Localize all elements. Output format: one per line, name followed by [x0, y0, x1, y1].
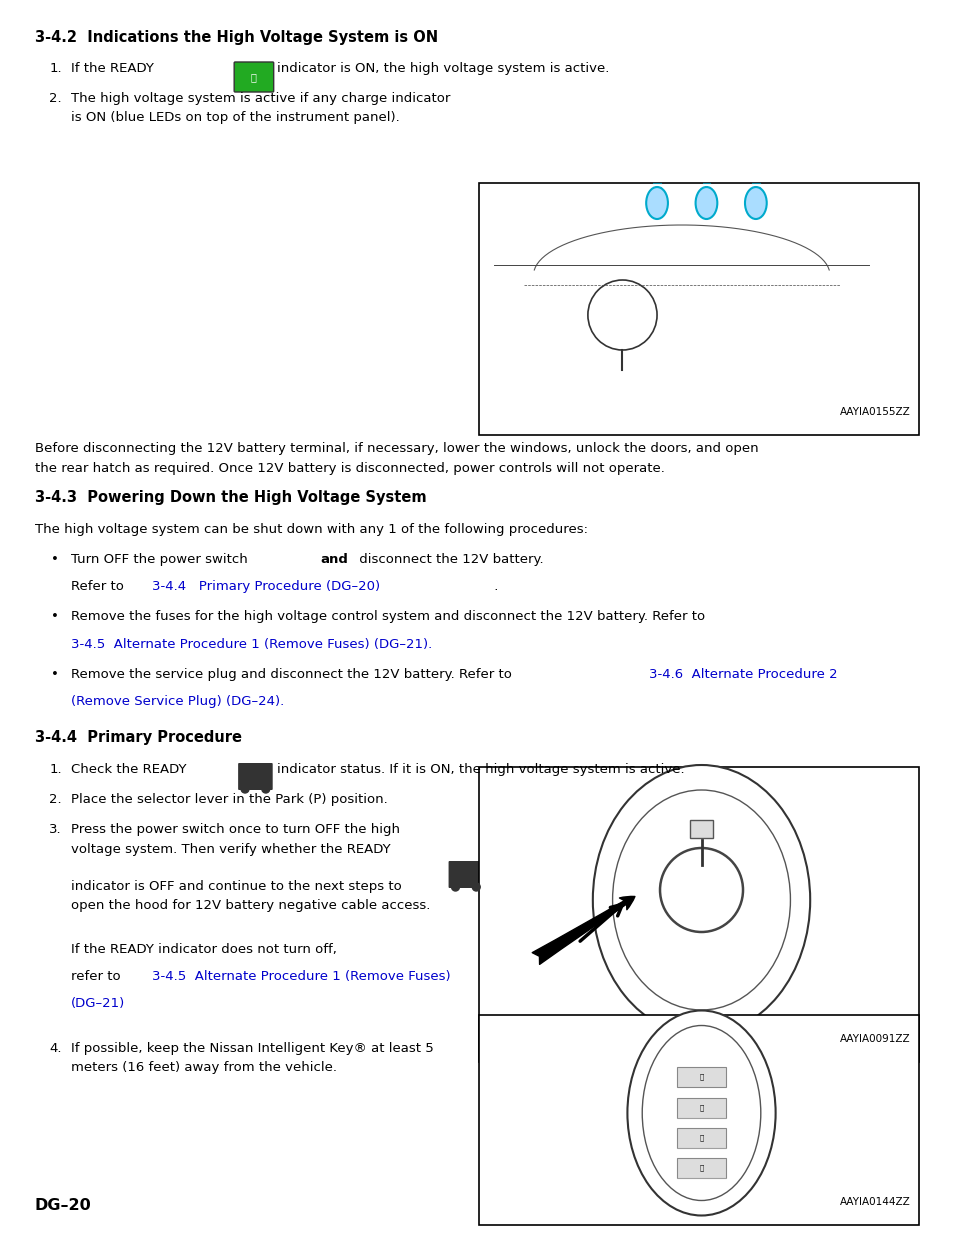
Text: 2.: 2. [50, 793, 62, 806]
Text: indicator status. If it is ON, the high voltage system is active.: indicator status. If it is ON, the high … [276, 763, 683, 776]
Text: .: . [490, 580, 497, 593]
Text: 3-4.4   Primary Procedure (DG–20): 3-4.4 Primary Procedure (DG–20) [152, 580, 380, 593]
Text: If the READY: If the READY [71, 62, 153, 75]
Text: disconnect the 12V battery.: disconnect the 12V battery. [355, 553, 543, 566]
Circle shape [241, 785, 249, 793]
Text: Refer to: Refer to [71, 580, 128, 593]
Ellipse shape [645, 186, 667, 219]
Circle shape [261, 785, 270, 793]
Ellipse shape [695, 186, 717, 219]
Text: The high voltage system can be shut down with any 1 of the following procedures:: The high voltage system can be shut down… [34, 522, 587, 536]
Text: •: • [51, 610, 59, 622]
Text: Before disconnecting the 12V battery terminal, if necessary, lower the windows, : Before disconnecting the 12V battery ter… [34, 442, 758, 475]
FancyBboxPatch shape [448, 861, 482, 888]
Text: 🚗: 🚗 [251, 72, 256, 82]
Text: (Remove Service Plug) (DG–24).: (Remove Service Plug) (DG–24). [71, 695, 284, 708]
Bar [676, 1128, 725, 1149]
Bar [676, 1158, 725, 1178]
Text: 1.: 1. [50, 62, 62, 75]
Ellipse shape [612, 790, 790, 1010]
Text: If the READY indicator does not turn off,: If the READY indicator does not turn off… [71, 944, 336, 956]
Bar [478, 183, 918, 435]
Text: •: • [51, 553, 59, 566]
Text: Remove the fuses for the high voltage control system and disconnect the 12V batt: Remove the fuses for the high voltage co… [71, 610, 704, 622]
Text: 2.: 2. [50, 91, 62, 105]
Text: AAYIA0091ZZ: AAYIA0091ZZ [840, 1034, 910, 1044]
Bar [478, 1015, 918, 1225]
Text: 3-4.3  Powering Down the High Voltage System: 3-4.3 Powering Down the High Voltage Sys… [34, 490, 426, 505]
FancyBboxPatch shape [233, 62, 274, 91]
Text: 3-4.5  Alternate Procedure 1 (Remove Fuses) (DG–21).: 3-4.5 Alternate Procedure 1 (Remove Fuse… [71, 638, 432, 651]
Text: refer to: refer to [71, 969, 125, 983]
Text: 🚗: 🚗 [699, 1165, 703, 1171]
Text: Turn OFF the power switch: Turn OFF the power switch [71, 553, 252, 566]
Text: (DG–21): (DG–21) [71, 997, 125, 1010]
Circle shape [472, 883, 479, 890]
Text: indicator is ON, the high voltage system is active.: indicator is ON, the high voltage system… [276, 62, 608, 75]
Bar [676, 1067, 725, 1087]
Text: AAYIA0144ZZ: AAYIA0144ZZ [840, 1197, 910, 1207]
Text: 3.: 3. [50, 823, 62, 836]
Text: Press the power switch once to turn OFF the high
voltage system. Then verify whe: Press the power switch once to turn OFF … [71, 823, 399, 856]
Text: 3-4.2  Indications the High Voltage System is ON: 3-4.2 Indications the High Voltage Syste… [34, 30, 437, 44]
Text: If possible, keep the Nissan Intelligent Key® at least 5
meters (16 feet) away f: If possible, keep the Nissan Intelligent… [71, 1042, 434, 1074]
Text: Remove the service plug and disconnect the 12V battery. Refer to: Remove the service plug and disconnect t… [71, 668, 516, 680]
Ellipse shape [744, 186, 766, 219]
Text: 3-4.6  Alternate Procedure 2: 3-4.6 Alternate Procedure 2 [648, 668, 837, 680]
Text: DG–20: DG–20 [34, 1198, 91, 1213]
Text: and: and [320, 553, 348, 566]
Text: •: • [51, 668, 59, 680]
Bar [689, 820, 713, 839]
Circle shape [451, 883, 459, 890]
Text: 3-4.4  Primary Procedure: 3-4.4 Primary Procedure [34, 730, 241, 745]
Ellipse shape [627, 1010, 775, 1215]
Bar [478, 767, 918, 1062]
Ellipse shape [641, 1025, 760, 1200]
Text: 🔒: 🔒 [699, 1073, 703, 1081]
Text: 🔐: 🔐 [699, 1135, 703, 1141]
Bar [676, 1098, 725, 1118]
Text: Check the READY: Check the READY [71, 763, 187, 776]
Text: 3-4.5  Alternate Procedure 1 (Remove Fuses): 3-4.5 Alternate Procedure 1 (Remove Fuse… [152, 969, 451, 983]
Text: 4.: 4. [50, 1042, 62, 1055]
Text: 1.: 1. [50, 763, 62, 776]
FancyBboxPatch shape [238, 763, 273, 790]
Ellipse shape [592, 764, 809, 1035]
Text: Place the selector lever in the Park (P) position.: Place the selector lever in the Park (P)… [71, 793, 388, 806]
Text: indicator is OFF and continue to the next steps to
open the hood for 12V battery: indicator is OFF and continue to the nex… [71, 881, 430, 913]
Text: 🔓: 🔓 [699, 1104, 703, 1112]
Text: The high voltage system is active if any charge indicator
is ON (blue LEDs on to: The high voltage system is active if any… [71, 91, 450, 124]
Text: AAYIA0155ZZ: AAYIA0155ZZ [840, 408, 910, 417]
